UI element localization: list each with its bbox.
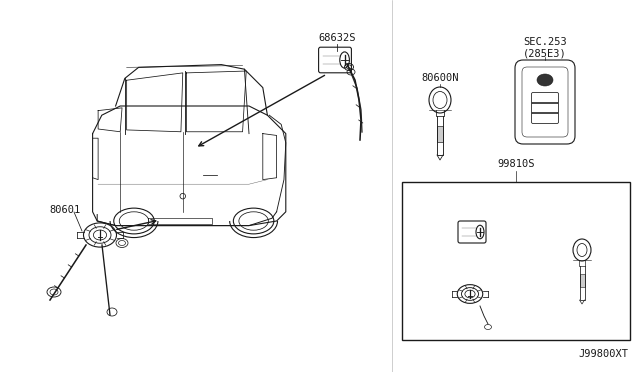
Ellipse shape — [537, 74, 553, 86]
Bar — [437, 126, 443, 142]
Text: J99800XT: J99800XT — [578, 349, 628, 359]
Text: 80601: 80601 — [49, 205, 81, 215]
Bar — [402, 182, 630, 340]
Text: 80600N: 80600N — [421, 73, 459, 83]
Text: SEC.253
(285E3): SEC.253 (285E3) — [523, 37, 567, 59]
Text: 68632S: 68632S — [318, 33, 356, 43]
Bar — [579, 274, 584, 287]
Text: 99810S: 99810S — [497, 159, 535, 169]
